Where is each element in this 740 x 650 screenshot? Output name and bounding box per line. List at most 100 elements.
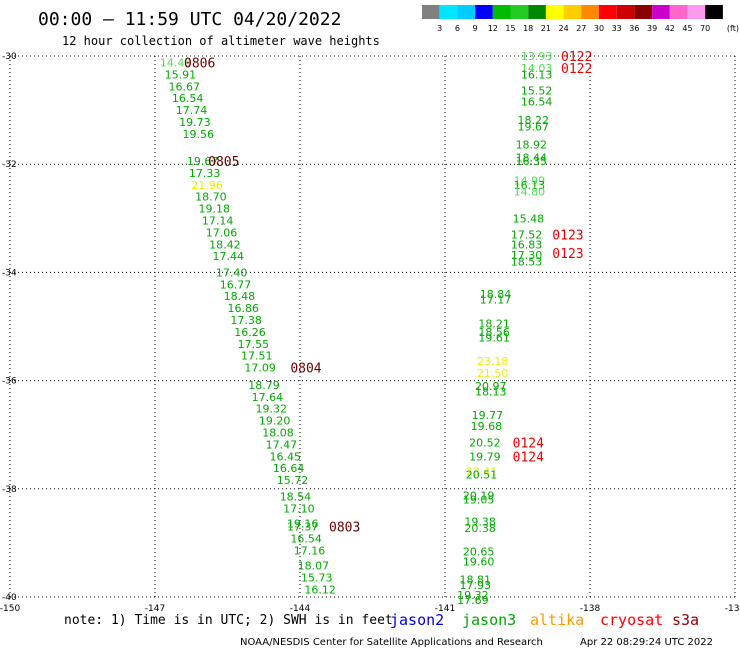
data-point-label: 17.16	[294, 544, 326, 557]
data-point-label: 15.48	[513, 212, 545, 225]
data-point-label: 18.81	[460, 574, 492, 587]
data-point-label: 17.30	[511, 249, 543, 262]
data-point-label: 16.13	[521, 68, 553, 81]
colorbar-label: 15	[505, 24, 515, 33]
data-point-label: 23.18	[477, 355, 509, 368]
colorbar-swatch	[422, 5, 440, 19]
color-scale-legend: 3 6 9 12 15 18 21 24 27 30 33 36 39 42 45 70 (ft)	[422, 5, 739, 33]
plot-grid	[9, 55, 736, 598]
data-point-label: 18.07	[298, 560, 330, 573]
colorbar-swatch	[475, 5, 493, 19]
satellite-legend-cryosat: cryosat	[600, 611, 663, 629]
colorbar-swatch	[652, 5, 670, 19]
colorbar-label: 45	[682, 24, 692, 33]
x-tick-label: -141	[435, 604, 455, 614]
data-point-label: 19.20	[259, 415, 291, 428]
y-tick-label: -40	[2, 593, 17, 603]
data-point-label: 14.99	[514, 174, 546, 187]
satellite-legend-altika: altika	[530, 611, 584, 629]
pass-time-label: 0805	[208, 155, 239, 170]
data-point-label: 17.37	[287, 521, 319, 534]
data-point-label: 16.77	[220, 278, 252, 291]
data-point-label: 19.67	[187, 155, 219, 168]
colorbar-swatch	[705, 5, 723, 19]
data-point-label: 19.05	[463, 494, 495, 507]
data-point-label: 18.79	[248, 379, 279, 392]
data-point-label: 17.93	[460, 579, 492, 592]
data-point-label: 19.77	[472, 409, 504, 422]
colorbar-swatch	[634, 5, 653, 19]
colorbar-label: 27	[576, 24, 586, 33]
colorbar-label: 21	[541, 24, 551, 33]
data-point-label: 17.69	[457, 594, 489, 607]
data-point-label: 17.33	[189, 167, 221, 180]
pass-time-label: 0806	[184, 56, 215, 71]
pass-time-label: 0804	[290, 362, 321, 377]
footer-note: note: 1) Time is in UTC; 2) SWH is in fe…	[64, 613, 393, 628]
data-point-label: 18.84	[480, 288, 512, 301]
data-point-label: 18.54	[280, 490, 312, 503]
data-point-label: 17.44	[213, 250, 245, 263]
data-point-label: 15.73	[301, 572, 333, 585]
colorbar-swatch	[599, 5, 617, 19]
y-tick-label: -38	[2, 485, 17, 495]
x-tick-label: -135	[725, 604, 740, 614]
data-point-label: 16.45	[270, 450, 302, 463]
data-point-label: 17.09	[244, 362, 276, 375]
pass-time-label: 0122	[561, 50, 592, 65]
data-point-label: 13.93	[521, 50, 553, 63]
data-point-label: 18.13	[475, 385, 507, 398]
colorbar-swatch	[581, 5, 599, 19]
colorbar-label: 42	[665, 24, 675, 33]
colorbar-label: 18	[523, 24, 533, 33]
colorbar-swatch	[510, 5, 529, 19]
data-point-label: 16.67	[169, 80, 201, 93]
data-point-label: 16.86	[228, 302, 260, 315]
footer-timestamp: Apr 22 08:29:24 UTC 2022	[580, 637, 713, 648]
data-point-label: 20.65	[463, 546, 495, 559]
x-tick-label: -150	[0, 604, 20, 614]
pass-time-label: 0124	[513, 436, 544, 451]
colorbar-label: 33	[612, 24, 622, 33]
colorbar-label: 12	[488, 24, 498, 33]
data-point-label: 16.12	[304, 583, 336, 596]
data-point-label: 16.13	[514, 179, 546, 192]
data-point-label: 17.51	[241, 350, 272, 363]
data-point-label: 19.16	[287, 517, 319, 530]
x-tick-label: -138	[580, 604, 601, 614]
data-point-label: 17.55	[238, 338, 270, 351]
data-point-label: 17.14	[202, 214, 234, 227]
data-point-label: 15.91	[165, 68, 197, 81]
data-point-label: 15.52	[521, 85, 553, 98]
colorbar-label: 70	[700, 24, 710, 33]
colorbar-label: 36	[629, 24, 639, 33]
chart-title: 00:00 – 11:59 UTC 04/20/2022	[38, 9, 341, 30]
satellite-legend-jason2: jason2	[390, 611, 444, 629]
data-point-label: 17.10	[283, 502, 315, 515]
chart-subtitle: 12 hour collection of altimeter wave hei…	[62, 34, 380, 48]
colorbar-label: 39	[647, 24, 657, 33]
data-point-label: 17.47	[266, 438, 298, 451]
data-point-label: 19.56	[183, 128, 215, 141]
colorbar-swatch	[563, 5, 582, 19]
data-point-label: 17.52	[511, 229, 543, 242]
wave-height-points: 14.4915.9116.6716.5417.7419.7319.5619.67…	[160, 50, 553, 607]
data-point-label: 16.54	[521, 95, 553, 108]
x-tick-label: -147	[145, 604, 165, 614]
data-point-label: 18.22	[518, 114, 550, 127]
colorbar-label: 24	[559, 24, 569, 33]
data-point-label: 18.92	[516, 139, 548, 152]
data-point-label: 19.79	[469, 450, 501, 463]
data-point-label: 17.74	[176, 104, 208, 117]
data-point-label: 18.42	[209, 238, 241, 251]
satellite-legend: jason2 jason3 altika cryosat s3a	[390, 611, 699, 629]
colorbar-swatch	[616, 5, 635, 19]
data-point-label: 18.48	[224, 290, 256, 303]
data-point-label: 17.40	[216, 266, 248, 279]
data-point-label: 19.67	[518, 120, 550, 133]
data-point-label: 20.97	[475, 380, 507, 393]
data-point-label: 14.03	[521, 62, 553, 75]
data-point-label: 14.49	[160, 56, 192, 69]
